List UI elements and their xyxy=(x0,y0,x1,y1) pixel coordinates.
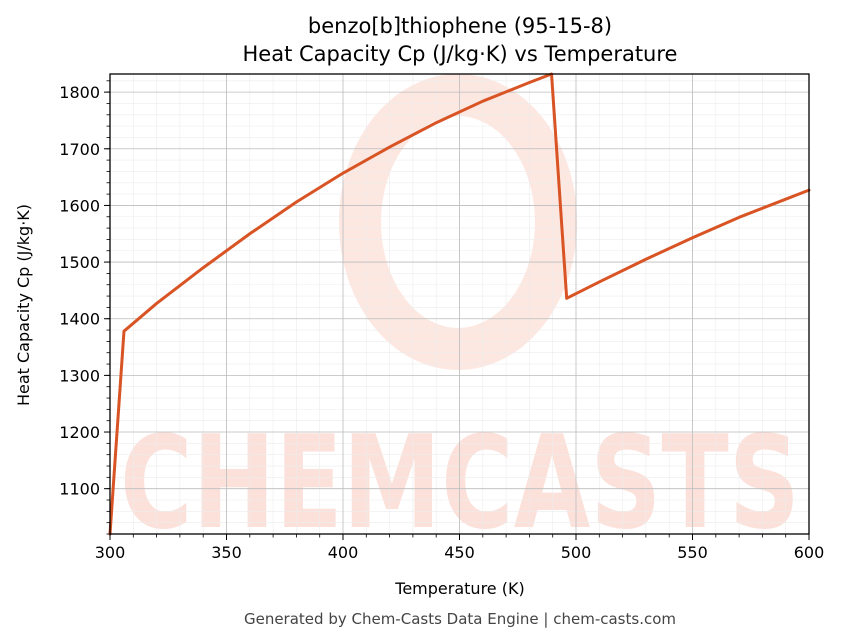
series-layer xyxy=(108,72,811,536)
watermark: CHEMCASTS xyxy=(120,74,800,558)
watermark-text: CHEMCASTS xyxy=(120,409,800,558)
y-tick-label: 1200 xyxy=(59,423,100,442)
x-tick-label: 350 xyxy=(211,543,242,562)
y-tick-label: 1400 xyxy=(59,310,100,329)
x-axis-label: Temperature (K) xyxy=(394,579,524,598)
axis-ticks xyxy=(104,80,810,540)
footer-text: Generated by Chem-Casts Data Engine | ch… xyxy=(244,610,676,628)
y-axis-label: Heat Capacity Cp (J/kg·K) xyxy=(14,204,33,406)
y-tick-label: 1300 xyxy=(59,366,100,385)
x-tick-label: 500 xyxy=(561,543,592,562)
x-tick-label: 450 xyxy=(444,543,475,562)
x-tick-label: 600 xyxy=(794,543,825,562)
y-tick-label: 1600 xyxy=(59,196,100,215)
y-tick-label: 1100 xyxy=(59,480,100,499)
x-tick-label: 300 xyxy=(95,543,126,562)
y-tick-label: 1800 xyxy=(59,83,100,102)
y-tick-label: 1700 xyxy=(59,140,100,159)
series-line-0 xyxy=(108,72,811,536)
x-tick-label: 550 xyxy=(677,543,708,562)
x-tick-labels: 300 350 400 450 500 550 600 xyxy=(95,543,825,562)
chart-subtitle: Heat Capacity Cp (J/kg·K) vs Temperature xyxy=(243,42,678,66)
y-tick-labels: 1100 1200 1300 1400 1500 1600 1700 1800 xyxy=(59,83,100,499)
x-tick-label: 400 xyxy=(328,543,359,562)
y-tick-label: 1500 xyxy=(59,253,100,272)
major-grid xyxy=(109,74,810,534)
chart-title: benzo[b]thiophene (95-15-8) xyxy=(308,14,612,38)
